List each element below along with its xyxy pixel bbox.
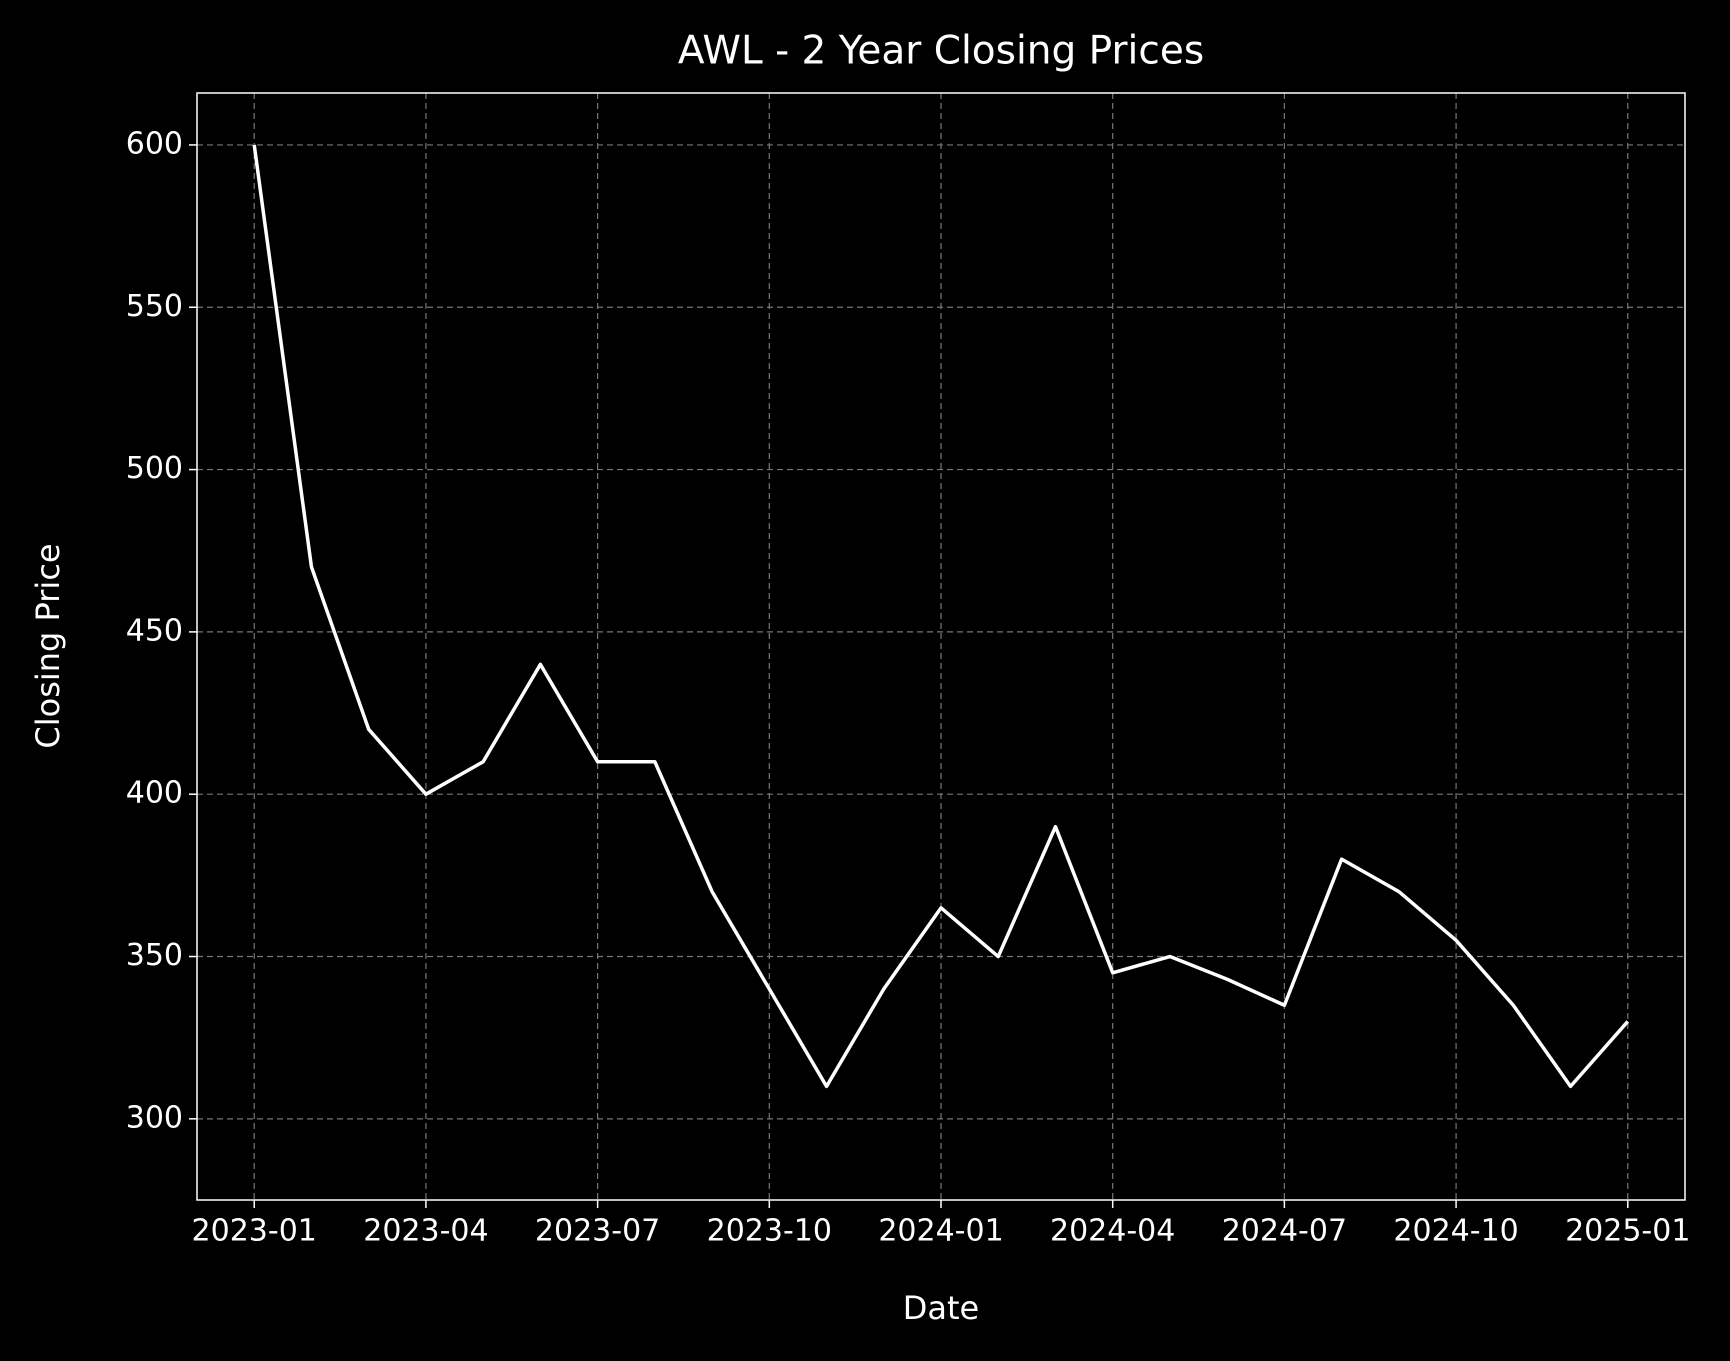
x-tick-label: 2025-01	[1565, 1214, 1690, 1249]
y-tick-label: 350	[126, 938, 183, 973]
x-tick-label: 2023-07	[535, 1214, 660, 1249]
x-tick-label: 2024-10	[1393, 1214, 1518, 1249]
x-tick-label: 2024-01	[878, 1214, 1003, 1249]
y-tick-label: 550	[126, 289, 183, 324]
chart-title: AWL - 2 Year Closing Prices	[678, 29, 1204, 74]
y-tick-label: 600	[126, 126, 183, 161]
x-axis-label: Date	[903, 1289, 979, 1327]
y-tick-label: 400	[126, 776, 183, 811]
x-tick-label: 2024-04	[1050, 1214, 1175, 1249]
plot-frame	[196, 92, 1686, 1201]
x-tick-label: 2023-01	[192, 1214, 317, 1249]
y-tick-label: 450	[126, 613, 183, 648]
price-line	[252, 144, 1630, 1089]
x-tick-label: 2024-07	[1222, 1214, 1347, 1249]
x-tick-label: 2023-04	[363, 1214, 488, 1249]
x-tick-label: 2023-10	[707, 1214, 832, 1249]
y-tick-label: 500	[126, 451, 183, 486]
y-tick-label: 300	[126, 1100, 183, 1135]
y-axis-label: Closing Price	[29, 543, 67, 748]
